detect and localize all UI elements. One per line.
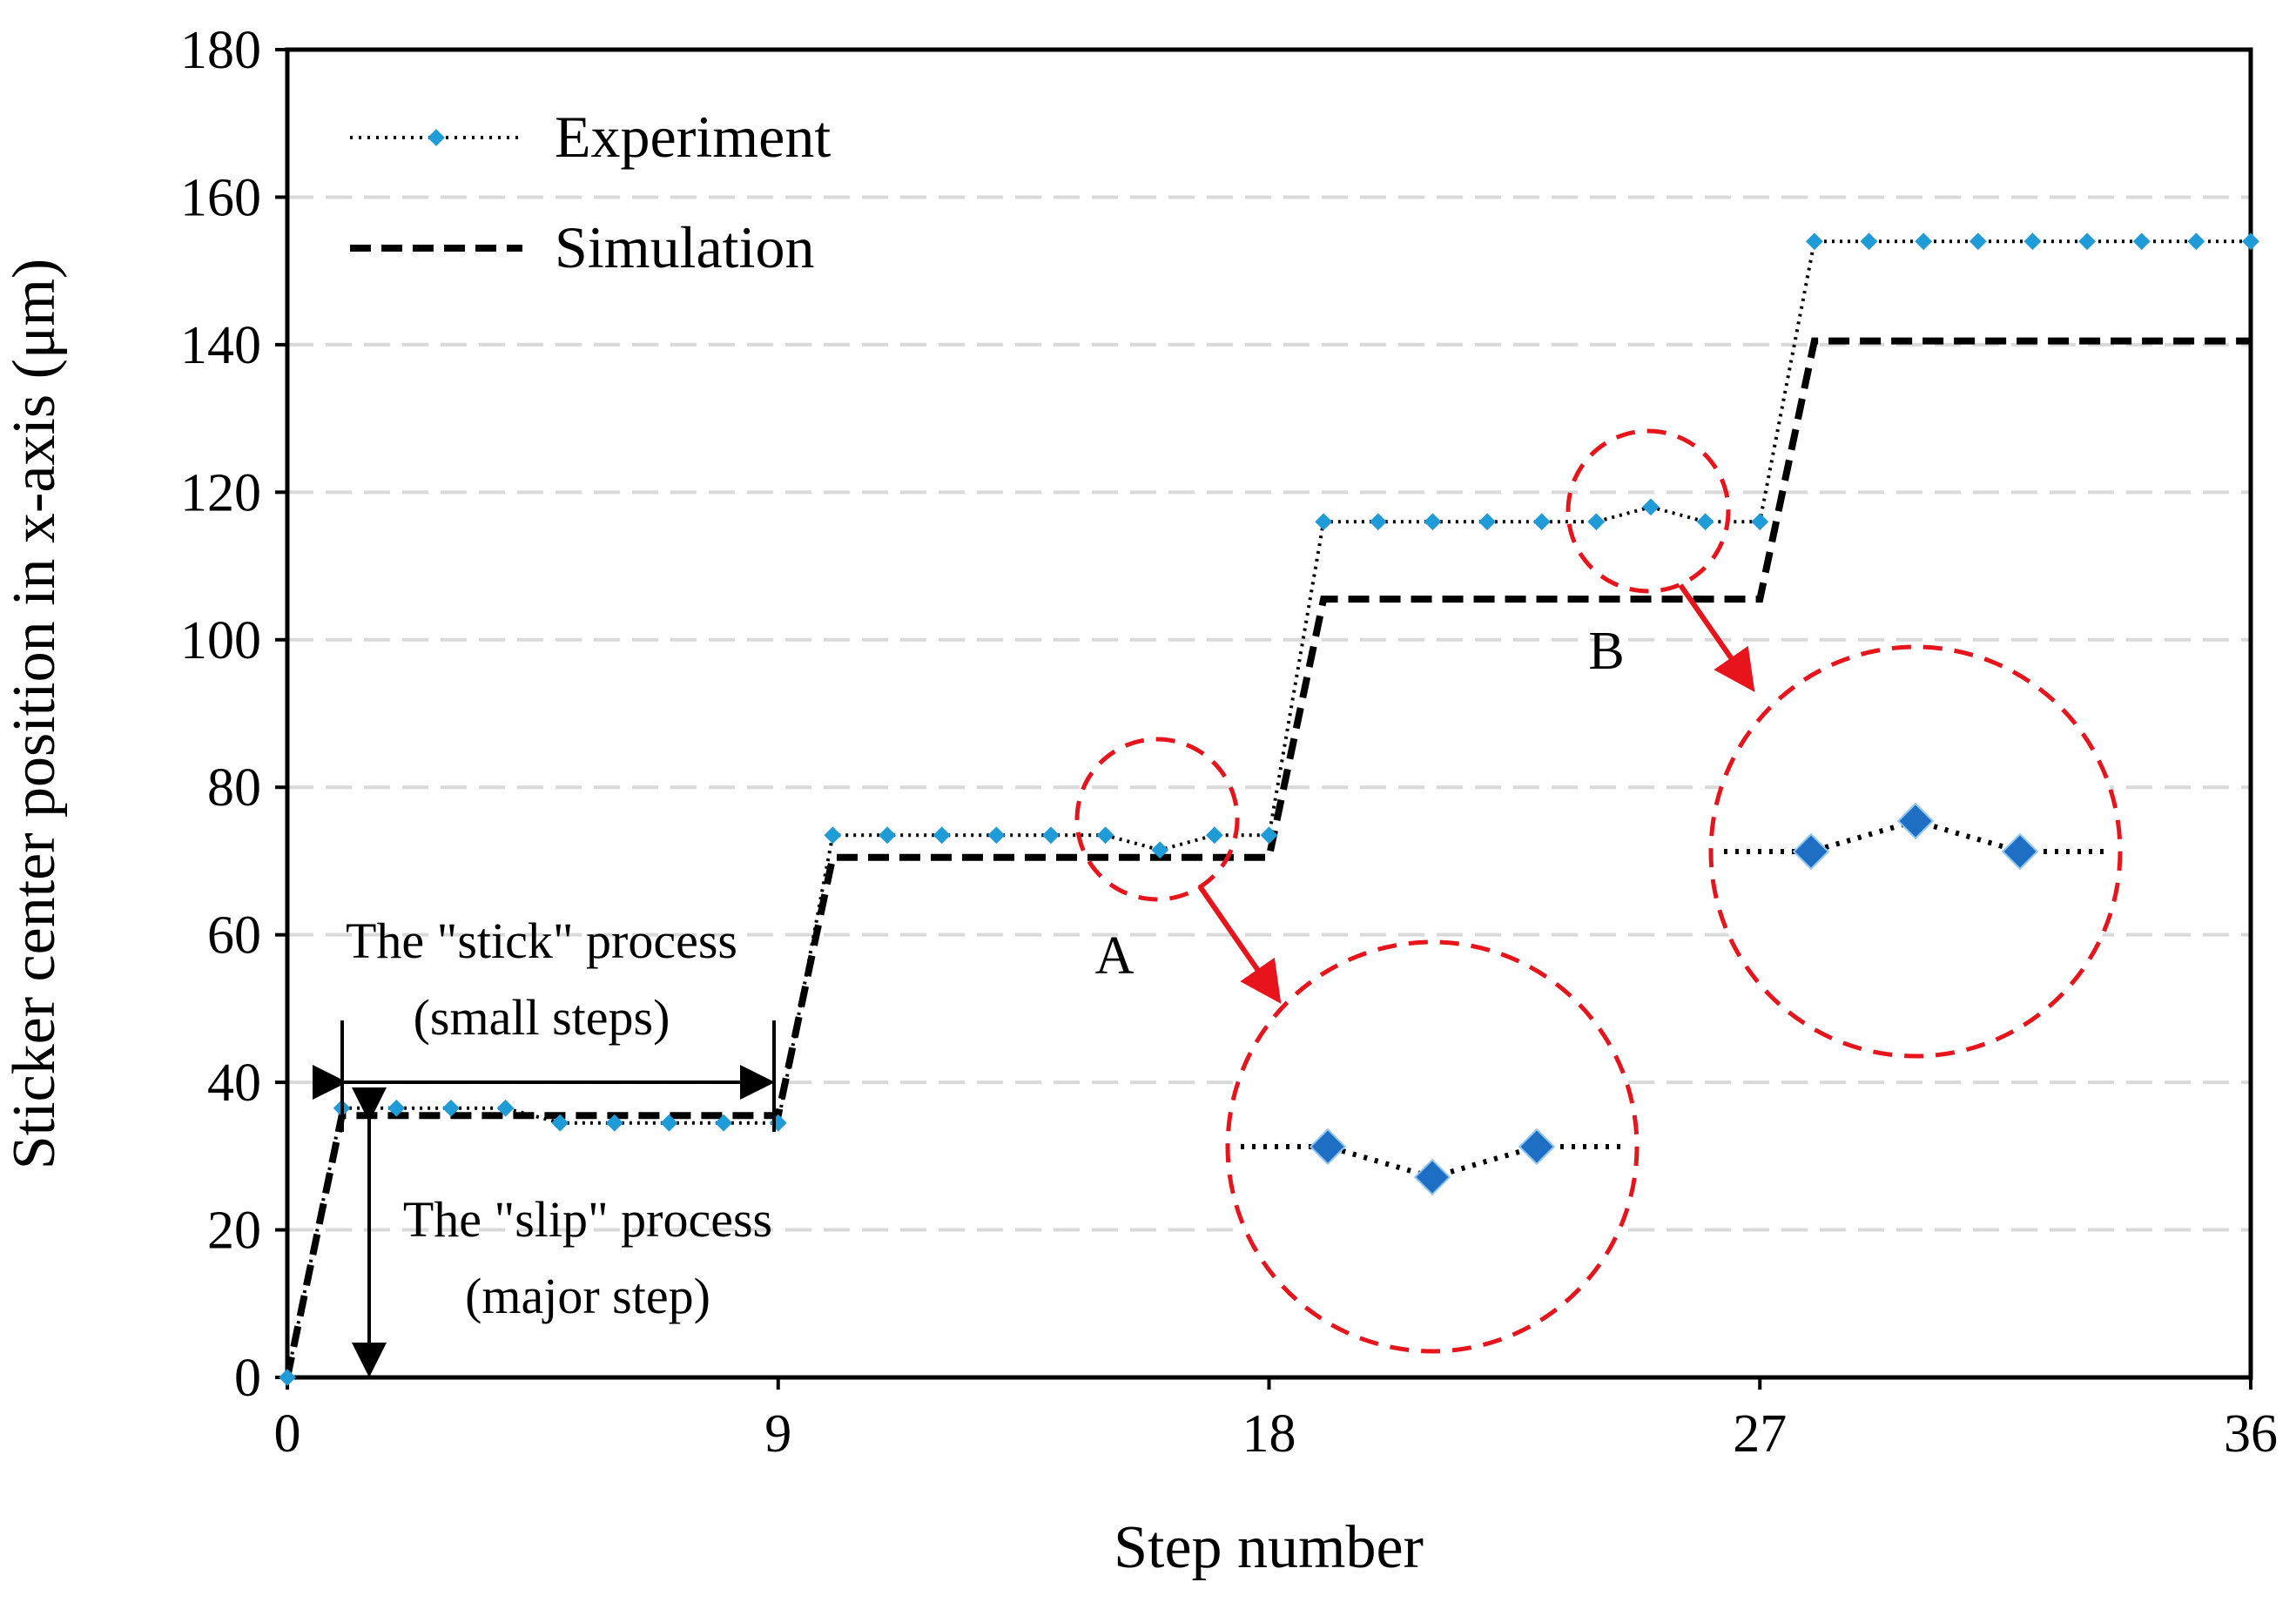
experiment-point <box>1205 826 1223 845</box>
experiment-point <box>605 1114 623 1132</box>
highlight-a: A <box>1074 737 1640 1354</box>
experiment-point <box>1915 232 1933 251</box>
stick-label-line2: (small steps) <box>414 989 670 1046</box>
inset-a-content <box>1241 1128 1624 1196</box>
experiment-point <box>279 1369 296 1386</box>
x-tick-label: 18 <box>1242 1404 1296 1464</box>
x-axis-title: Step number <box>1114 1514 1424 1581</box>
experiment-point <box>987 826 1006 845</box>
y-axis-title: Sticker center position in x-axis (μm) <box>1 259 68 1169</box>
highlight-circle-b <box>1565 428 1731 594</box>
experiment-point <box>2242 232 2259 251</box>
experiment-point <box>1805 232 1823 251</box>
experiment-point <box>1096 826 1114 845</box>
slip-label-line2: (major step) <box>465 1268 710 1324</box>
y-tick-label: 40 <box>207 1054 261 1113</box>
y-axis-ticks: 0 20 40 60 80 100 120 140 160 180 <box>180 21 287 1408</box>
simulation-line <box>284 337 2251 1378</box>
inset-point <box>1413 1158 1451 1196</box>
legend-experiment-label: Experiment <box>555 104 831 170</box>
stick-label-line1: The "stick" process <box>346 912 737 969</box>
x-axis-ticks: 0 9 18 27 36 <box>274 1377 2278 1464</box>
series-simulation <box>284 337 2251 1378</box>
y-tick-label: 180 <box>180 21 261 80</box>
experiment-point <box>1532 513 1551 531</box>
label-b: B <box>1588 622 1624 681</box>
experiment-point <box>496 1099 515 1117</box>
x-tick-label: 36 <box>2224 1404 2278 1464</box>
experiment-point <box>1642 498 1660 516</box>
experiment-point <box>2187 232 2205 251</box>
x-tick-label: 27 <box>1733 1404 1787 1464</box>
experiment-point <box>1424 513 1442 531</box>
experiment-point <box>1151 841 1169 859</box>
experiment-point <box>551 1114 569 1132</box>
x-tick-label: 0 <box>274 1404 301 1464</box>
slip-label-line1: The "slip" process <box>403 1191 772 1248</box>
experiment-point <box>1860 232 1878 251</box>
highlight-circle-a <box>1074 737 1240 902</box>
y-tick-label: 0 <box>234 1349 261 1408</box>
experiment-point <box>660 1114 678 1132</box>
x-tick-label: 9 <box>764 1404 791 1464</box>
y-tick-label: 80 <box>207 758 261 818</box>
inset-point <box>1309 1128 1347 1166</box>
y-tick-label: 120 <box>180 463 261 522</box>
experiment-point <box>387 1099 406 1117</box>
highlight-arrow-a <box>1197 885 1282 1004</box>
label-a: A <box>1095 926 1135 986</box>
experiment-point <box>1315 513 1333 531</box>
series-experiment <box>279 232 2259 1386</box>
inset-point <box>1792 832 1830 871</box>
experiment-point <box>879 826 896 845</box>
experiment-point <box>933 826 951 845</box>
highlight-b: B <box>1565 428 2123 1059</box>
y-tick-label: 20 <box>207 1202 261 1261</box>
experiment-point <box>824 826 842 845</box>
y-tick-label: 140 <box>180 316 261 375</box>
y-tick-label: 160 <box>180 168 261 227</box>
inset-point <box>1518 1128 1556 1166</box>
experiment-point <box>715 1114 733 1132</box>
inset-circle-b <box>1708 644 2123 1059</box>
stick-annotation: The "stick" process (small steps) <box>313 912 776 1132</box>
experiment-point <box>1751 513 1769 531</box>
inset-b-content <box>1724 802 2107 871</box>
inset-point <box>2001 832 2039 871</box>
legend-simulation-label: Simulation <box>555 214 814 280</box>
inset-point <box>1896 802 1935 840</box>
legend-experiment-marker <box>428 129 445 146</box>
highlight-arrow-b <box>1678 583 1755 692</box>
slip-annotation: The "slip" process (major step) <box>352 1087 772 1377</box>
experiment-point <box>1696 513 1714 531</box>
legend: Experiment Simulation <box>350 104 831 280</box>
experiment-point <box>1042 826 1060 845</box>
experiment-point <box>1260 826 1278 845</box>
experiment-point <box>1478 513 1496 531</box>
experiment-point <box>2078 232 2096 251</box>
y-tick-label: 100 <box>180 611 261 670</box>
experiment-point <box>1369 513 1387 531</box>
experiment-point <box>2023 232 2042 251</box>
experiment-point <box>1969 232 1987 251</box>
y-tick-label: 60 <box>207 906 261 966</box>
inset-circle-a <box>1225 939 1640 1354</box>
experiment-point <box>2132 232 2151 251</box>
experiment-point <box>1587 513 1606 531</box>
